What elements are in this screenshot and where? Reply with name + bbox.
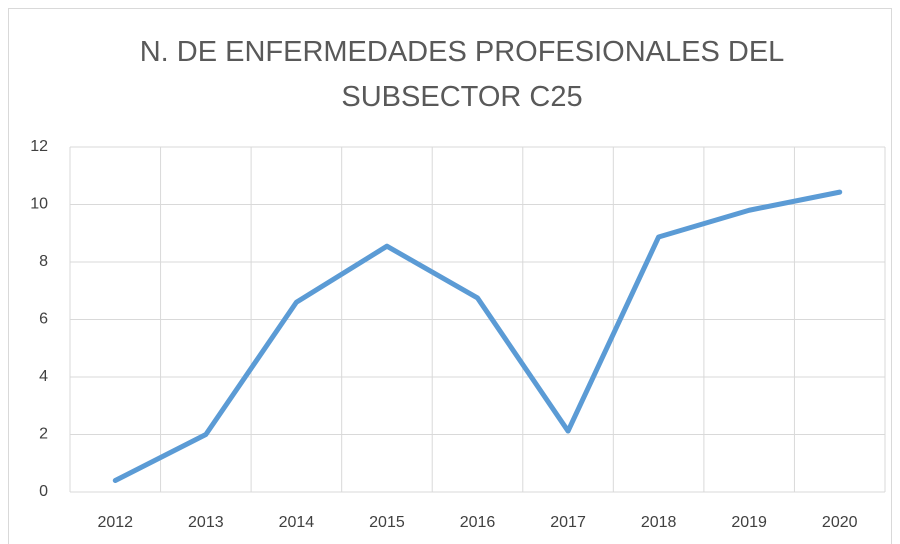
x-tick-label: 2012 <box>97 514 133 531</box>
y-tick-label: 0 <box>39 483 48 500</box>
x-tick-label: 2017 <box>550 514 586 531</box>
y-tick-label: 10 <box>30 196 48 213</box>
x-tick-label: 2019 <box>731 514 767 531</box>
data-line <box>112 189 843 483</box>
y-tick-label: 4 <box>39 368 48 385</box>
y-tick-label: 8 <box>39 253 48 270</box>
y-tick-label: 12 <box>30 138 48 155</box>
x-tick-label: 2014 <box>279 514 315 531</box>
x-tick-label: 2016 <box>460 514 496 531</box>
x-tick-label: 2018 <box>641 514 677 531</box>
x-tick-label: 2015 <box>369 514 405 531</box>
x-tick-label: 2020 <box>822 514 858 531</box>
x-tick-label: 2013 <box>188 514 224 531</box>
y-tick-label: 6 <box>39 311 48 328</box>
chart-title: N. DE ENFERMEDADES PROFESIONALES DEL SUB… <box>139 36 785 113</box>
chart-frame <box>8 8 892 544</box>
y-tick-label: 2 <box>39 426 48 443</box>
